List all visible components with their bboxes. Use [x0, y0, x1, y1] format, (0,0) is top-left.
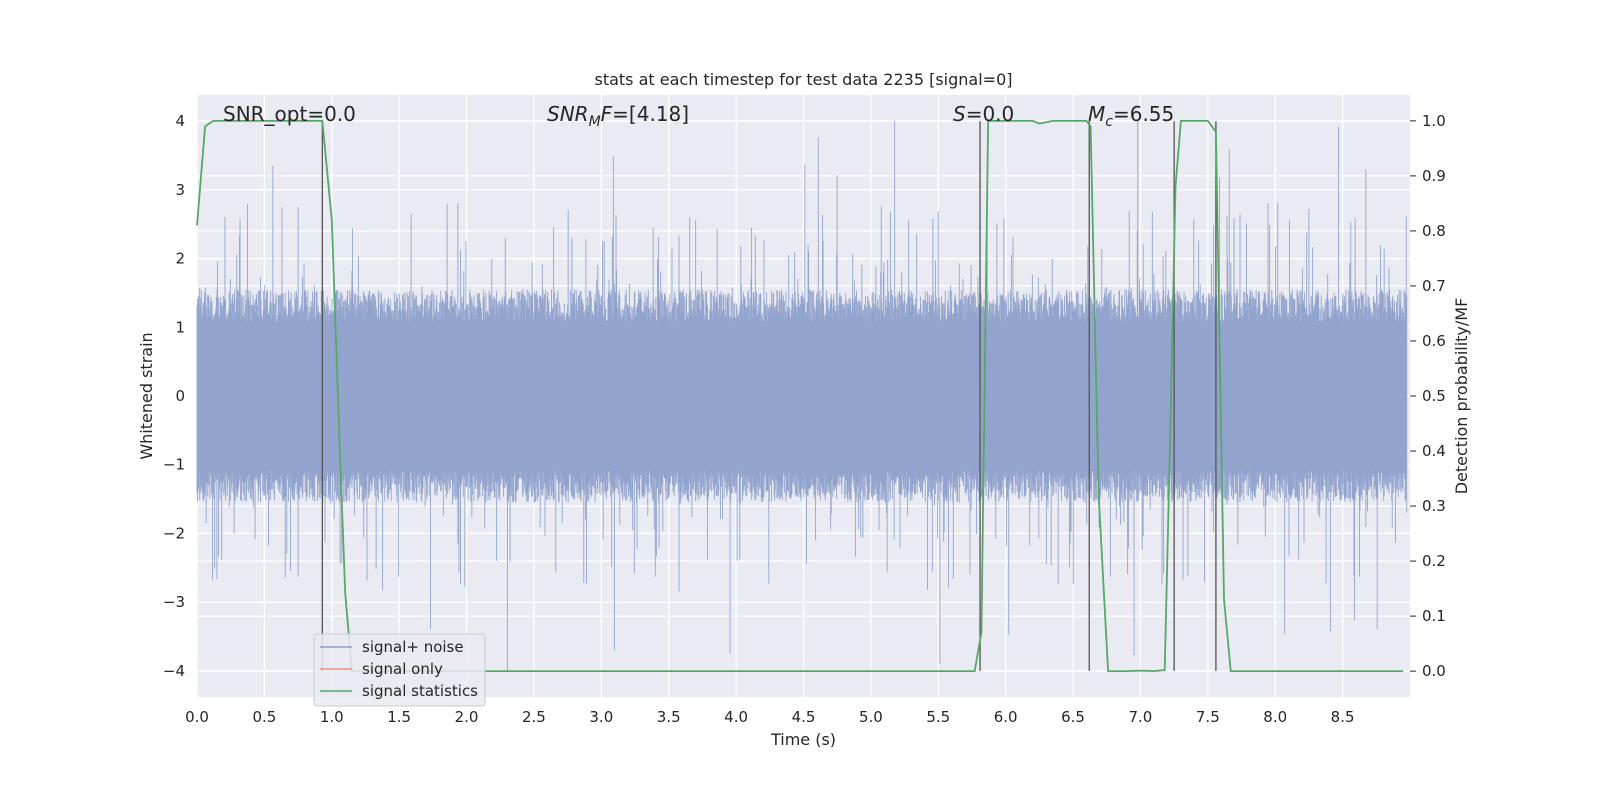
annotation-s-var: S: [953, 102, 966, 126]
y-tick-label: −2: [163, 524, 185, 542]
y2-axis-label: Detection probability/MF: [1452, 298, 1471, 495]
annotation-mc-rest: =6.55: [1113, 102, 1174, 126]
annotation-s: S=0.0: [953, 102, 1014, 126]
legend-label-signal-statistics: signal statistics: [362, 682, 478, 700]
y2-tick-label: 0.1: [1422, 607, 1446, 625]
x-axis-ticks: 0.0 0.5 1.0 1.5 2.0 2.5 3.0 3.5 4.0 4.5 5.0 5.5 6.0 6…: [185, 708, 1354, 726]
annotation-mc: Mc=6.55: [1088, 102, 1174, 130]
annotations: SNR_opt=0.0 SNRMF=[4.18] S=0.0 Mc=6.55: [223, 102, 1174, 130]
x-tick-label: 1.5: [387, 708, 411, 726]
legend-box: [313, 633, 486, 707]
annotation-mc-base: M: [1088, 102, 1105, 126]
x-tick-label: 5.0: [859, 708, 883, 726]
y-tick-label: 2: [175, 250, 185, 268]
series-signal-plus-noise: [196, 121, 1408, 671]
y-tick-label: 1: [175, 318, 185, 336]
y-tick-label: −1: [163, 456, 185, 474]
x-tick-label: 6.0: [994, 708, 1018, 726]
x-tick-label: 8.0: [1263, 708, 1287, 726]
y2-tick-label: 0.5: [1422, 387, 1446, 405]
annotation-snr-opt: SNR_opt=0.0: [223, 102, 356, 126]
noise-trace: [196, 121, 1408, 671]
x-tick-label: 3.0: [589, 708, 613, 726]
y2-tick-label: 1.0: [1422, 112, 1446, 130]
x-tick-label: 6.5: [1061, 708, 1085, 726]
x-axis-label: Time (s): [770, 730, 836, 749]
y-axis-label: Whitened strain: [137, 332, 156, 459]
legend: signal+ noise signal only signal statist…: [313, 633, 486, 707]
y2-tick-label: 0.6: [1422, 332, 1446, 350]
signal-statistics-line: [196, 119, 1404, 673]
y2-tick-label: 0.8: [1422, 222, 1446, 240]
x-tick-label: 2.0: [455, 708, 479, 726]
x-tick-label: 3.5: [657, 708, 681, 726]
x-tick-label: 1.0: [320, 708, 344, 726]
x-tick-label: 4.5: [792, 708, 816, 726]
y-axis-ticks: −4 −3 −2 −1 0 1 2 3 4: [163, 112, 185, 680]
y2-tick-label: 0.2: [1422, 552, 1446, 570]
annotation-snr-mf-rest: F=[4.18]: [601, 102, 689, 126]
annotation-s-rest: =0.0: [966, 102, 1015, 126]
x-tick-label: 7.0: [1129, 708, 1153, 726]
y2-tick-label: 0.3: [1422, 497, 1446, 515]
x-tick-label: 0.0: [185, 708, 209, 726]
y-tick-label: −3: [163, 593, 185, 611]
y-tick-label: 3: [175, 181, 185, 199]
annotation-snr-mf-base: SNR: [547, 102, 589, 126]
y-tick-label: 4: [175, 112, 185, 130]
legend-label-signal-plus-noise: signal+ noise: [362, 638, 464, 656]
x-tick-label: 8.5: [1331, 708, 1355, 726]
annotation-snr-mf: SNRMF=[4.18]: [547, 102, 689, 130]
x-tick-label: 2.5: [522, 708, 546, 726]
y2-tick-label: 0.4: [1422, 442, 1446, 460]
vertical-markers: [321, 121, 1217, 671]
y2-tick-label: 0.7: [1422, 277, 1446, 295]
annotation-snr-mf-f: F: [601, 102, 613, 126]
annotation-mc-sub: c: [1105, 114, 1113, 130]
x-tick-label: 7.5: [1196, 708, 1220, 726]
annotation-snr-mf-sub: M: [589, 114, 601, 130]
y-tick-label: −4: [163, 662, 185, 680]
y2-tick-label: 0.9: [1422, 167, 1446, 185]
x-tick-label: 4.0: [724, 708, 748, 726]
chart-title: stats at each timestep for test data 223…: [594, 70, 1012, 89]
x-tick-label: 0.5: [252, 708, 276, 726]
y2-axis-ticks: 0.0 0.1 0.2 0.3 0.4 0.5 0.6 0.7 0.8 0.9 1.0: [1410, 112, 1446, 680]
x-tick-label: 5.5: [926, 708, 950, 726]
y2-tick-label: 0.0: [1422, 662, 1446, 680]
legend-label-signal-only: signal only: [362, 660, 443, 678]
annotation-snr-mf-value: =[4.18]: [612, 102, 689, 126]
series-signal-statistics: [196, 119, 1404, 673]
y-tick-label: 0: [175, 387, 185, 405]
